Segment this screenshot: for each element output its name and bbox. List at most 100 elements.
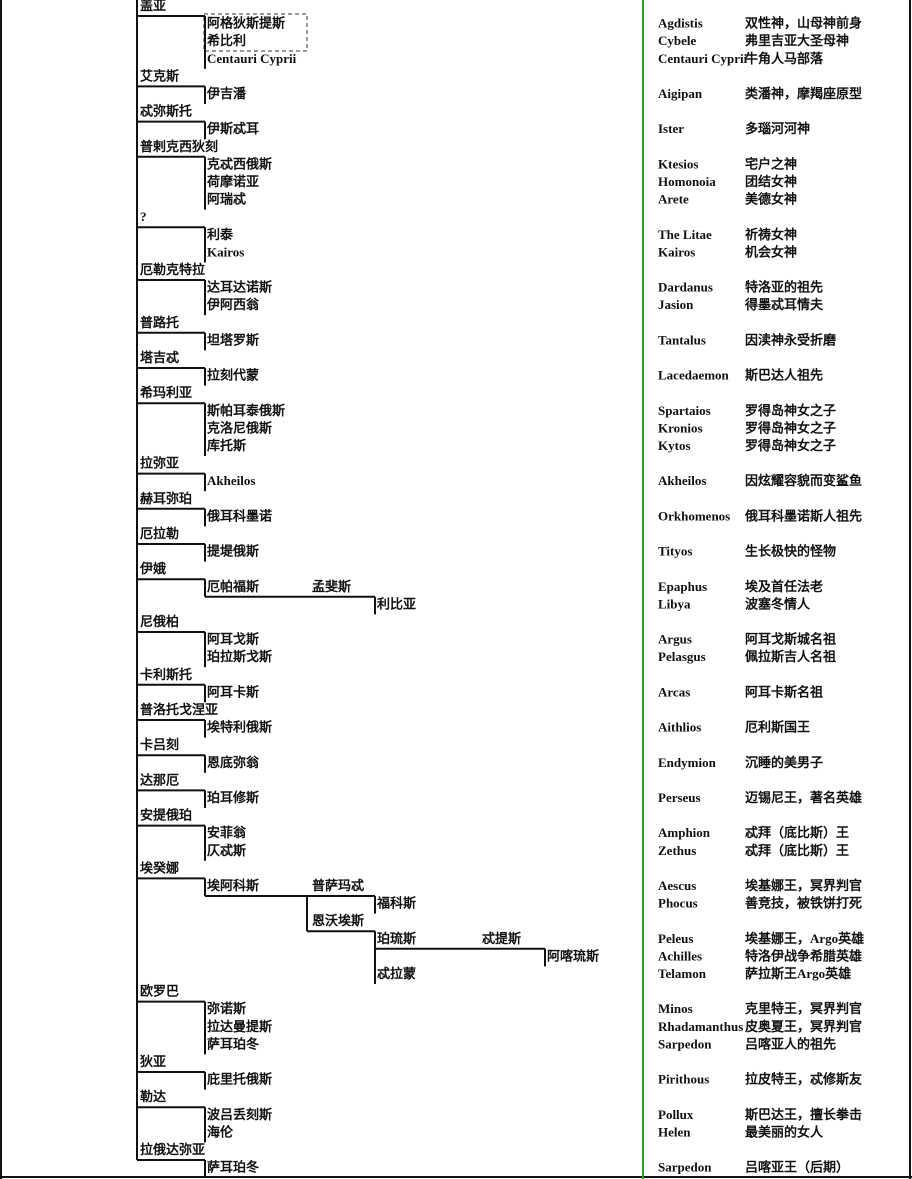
mother-name: 普路托 <box>140 315 179 330</box>
english-name: Phocus <box>658 896 698 911</box>
child-name: 利泰 <box>207 227 234 242</box>
english-name: Sarpedon <box>658 1160 712 1175</box>
child-name: 仄忒斯 <box>207 843 246 858</box>
english-name: Lacedaemon <box>658 368 730 383</box>
child-name: 厄帕福斯 <box>207 579 259 594</box>
description: 罗得岛神女之子 <box>745 438 836 453</box>
description: 善竞技，被铁饼打死 <box>745 896 862 911</box>
child-name: 克忒西俄斯 <box>207 156 272 171</box>
mother-name: 拉弥亚 <box>140 456 179 471</box>
child-name: 伊阿西翁 <box>206 297 260 312</box>
description: 罗得岛神女之子 <box>745 420 836 435</box>
child-name: 忒拉蒙 <box>377 966 416 981</box>
child-name: 达耳达诺斯 <box>207 280 272 295</box>
english-name: Epaphus <box>658 579 707 594</box>
english-name: Tityos <box>658 544 692 559</box>
child-name: 利比亚 <box>377 596 416 611</box>
child-name: 伊吉潘 <box>206 86 247 101</box>
mother-name: 普剌克西狄刻 <box>140 139 218 154</box>
english-name: Cybele <box>658 33 697 48</box>
child-name: Kairos <box>207 244 244 259</box>
description: 因炫耀容貌而变鲨鱼 <box>745 473 862 488</box>
description: 牛角人马部落 <box>745 51 824 66</box>
child-name: 珀拉斯戈斯 <box>207 649 272 664</box>
description: 阿耳卡斯名祖 <box>745 684 823 699</box>
child-name: 埃特利俄斯 <box>207 720 272 735</box>
description: 最美丽的女人 <box>745 1124 824 1139</box>
description: 皮奥夏王，冥界判官 <box>744 1019 862 1034</box>
description: 特洛伊战争希腊英雄 <box>745 948 862 963</box>
description: 萨拉斯王Argo英雄 <box>745 966 851 981</box>
child-name: 福科斯 <box>376 896 416 911</box>
description: 祈祷女神 <box>745 227 797 242</box>
spouse-name: 普萨玛忒 <box>312 878 364 893</box>
description: 生长极快的怪物 <box>745 544 836 559</box>
description: 吕喀亚王（后期） <box>745 1160 849 1175</box>
english-name: Arete <box>658 192 689 207</box>
mother-name: 伊娥 <box>139 561 166 576</box>
child-name: 萨耳珀冬 <box>207 1036 259 1051</box>
english-name: Rhadamanthus <box>658 1019 743 1034</box>
english-name: Peleus <box>658 931 693 946</box>
description: 弗里吉亚大圣母神 <box>745 33 849 48</box>
english-name: Endymion <box>658 755 717 770</box>
english-name: Kytos <box>658 438 691 453</box>
child-name: 坦塔罗斯 <box>207 332 259 347</box>
english-name: Akheilos <box>658 473 706 488</box>
mother-name: 安提俄珀 <box>140 808 192 823</box>
child-name: 克洛尼俄斯 <box>207 420 272 435</box>
mother-name: 赫耳弥珀 <box>140 491 192 506</box>
english-name: Tantalus <box>658 332 706 347</box>
mother-name: 希玛利亚 <box>140 385 192 400</box>
english-name: Dardanus <box>658 280 713 295</box>
mother-name: 卡吕刻 <box>140 737 179 752</box>
english-name: Libya <box>658 596 691 611</box>
mother-name: 达那厄 <box>140 772 179 787</box>
english-name: The Litae <box>658 227 712 242</box>
description: 双性神，山母神前身 <box>745 16 862 31</box>
english-name: Aescus <box>658 878 696 893</box>
english-name: Telamon <box>658 966 707 981</box>
child-name: 斯帕耳泰俄斯 <box>207 403 285 418</box>
mother-name: 狄亚 <box>139 1054 166 1069</box>
description: 美德女神 <box>745 192 797 207</box>
description: 埃及首任法老 <box>745 579 823 594</box>
child-name: 阿瑞忒 <box>207 192 246 207</box>
child-name: 珀耳修斯 <box>207 790 259 805</box>
spouse-name: 恩沃埃斯 <box>312 913 364 928</box>
english-name: Argus <box>658 632 692 647</box>
description: 罗得岛神女之子 <box>745 403 836 418</box>
child-name: 萨耳珀冬 <box>207 1160 259 1175</box>
description: 吕喀亚人的祖先 <box>745 1036 836 1051</box>
description: 得墨忒耳情夫 <box>744 297 824 312</box>
description: 团结女神 <box>745 174 797 189</box>
english-name: Jasion <box>658 297 694 312</box>
child-name: 库托斯 <box>207 438 246 453</box>
description: 忒拜（底比斯）王 <box>745 843 849 858</box>
description: 斯巴达人祖先 <box>745 368 823 383</box>
mother-name: 普洛托戈涅亚 <box>140 702 218 717</box>
english-name: Sarpedon <box>658 1036 712 1051</box>
child-name: 阿格狄斯提斯 <box>207 16 285 31</box>
mother-name: 塔吉忒 <box>140 350 179 365</box>
english-name: Minos <box>658 1001 693 1016</box>
child-name: Centauri Cyprii <box>207 51 297 66</box>
mother-name: 厄拉勒 <box>140 526 179 541</box>
child-name: 拉达曼提斯 <box>207 1019 272 1034</box>
english-name: Aigipan <box>658 86 703 101</box>
description: 拉皮特王，忒修斯友 <box>745 1072 862 1087</box>
description: 机会女神 <box>745 244 797 259</box>
description: 俄耳科墨诺斯人祖先 <box>744 508 862 523</box>
description: 沉睡的美男子 <box>745 755 823 770</box>
description: 埃基娜王，Argo英雄 <box>745 931 864 946</box>
mother-name: 盖亚 <box>140 0 166 13</box>
mother-name: ? <box>140 209 147 224</box>
mother-name: 埃癸娜 <box>140 860 179 875</box>
mother-name: 拉俄达弥亚 <box>140 1142 205 1157</box>
description: 斯巴达王，擅长拳击 <box>745 1107 862 1122</box>
child-name: 俄耳科墨诺 <box>206 508 272 523</box>
english-name: Pirithous <box>658 1072 709 1087</box>
child-name: 荷摩诺亚 <box>206 174 259 189</box>
